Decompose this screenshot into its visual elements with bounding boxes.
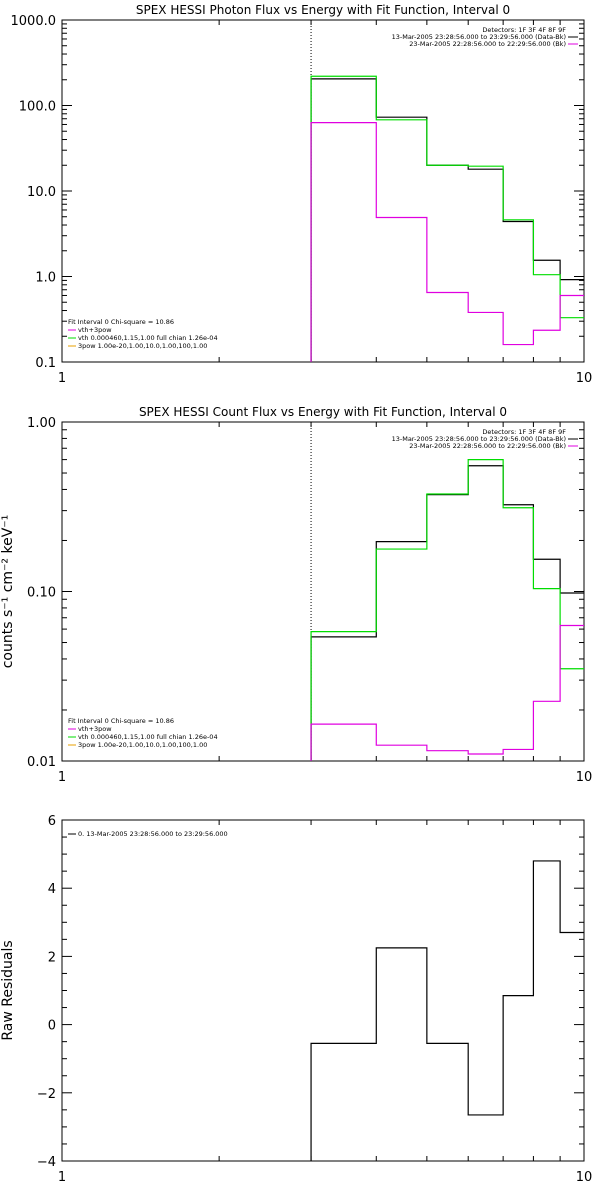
fit-legend-entry: 3pow 1.00e-20,1.00,10.0,1.00,100,1.00	[78, 741, 207, 749]
fit-legend-entry: vth 0.000460,1.15,1.00 full chian 1.26e-…	[78, 334, 218, 342]
y-tick-label: 100.0	[19, 100, 56, 115]
chart-title: SPEX HESSI Count Flux vs Energy with Fit…	[139, 405, 507, 419]
y-tick-label: −2	[37, 1087, 56, 1102]
fit-legend-entry: Fit Interval 0 Chi-square = 10.86	[68, 717, 174, 725]
x-tick-label: 10	[576, 371, 593, 386]
series-data	[310, 78, 584, 362]
x-tick-label: 10	[576, 1170, 593, 1185]
chart-panel-2: SPEX HESSI Count Flux vs Energy with Fit…	[0, 405, 592, 785]
info-line: 23-Mar-2005 22:28:56.000 to 22:29:56.000…	[409, 40, 566, 48]
y-tick-label: 2	[48, 950, 56, 965]
y-axis-label: Raw Residuals	[0, 940, 16, 1040]
info-line: 13-Mar-2005 23:28:56.000 to 23:29:56.000…	[392, 435, 566, 443]
series-vth-3pow	[310, 75, 584, 362]
y-tick-label: 0.01	[27, 755, 56, 770]
series-data	[310, 465, 584, 761]
fit-legend-entry: vth+3pow	[78, 326, 112, 334]
y-tick-label: 10.0	[27, 185, 56, 200]
plot-frame	[61, 819, 585, 1162]
x-tick-label: 1	[58, 770, 66, 785]
x-tick-label: 1	[58, 1170, 66, 1185]
series-residuals	[310, 860, 584, 1161]
series-bk	[310, 122, 584, 362]
info-line: 13-Mar-2005 23:28:56.000 to 23:29:56.000…	[392, 33, 566, 41]
plot-frame	[61, 19, 585, 363]
plot-frame	[61, 421, 585, 762]
y-tick-label: −4	[37, 1155, 56, 1170]
y-tick-label: 0.1	[35, 356, 56, 371]
y-tick-label: 6	[48, 814, 56, 829]
chart-panel-1: SPEX HESSI Photon Flux vs Energy with Fi…	[11, 3, 593, 386]
y-tick-label: 0.10	[27, 586, 56, 601]
info-line: Detectors: 1F 3F 4F 8F 9F	[482, 26, 566, 34]
chart-title: SPEX HESSI Photon Flux vs Energy with Fi…	[136, 3, 510, 17]
x-tick-label: 10	[576, 770, 593, 785]
y-tick-label: 1.0	[35, 271, 56, 286]
fit-legend-entry: 3pow 1.00e-20,1.00,10.0,1.00,100,1.00	[78, 342, 207, 350]
info-line: Detectors: 1F 3F 4F 8F 9F	[482, 428, 566, 436]
fit-legend-entry: vth+3pow	[78, 725, 112, 733]
info-line: 23-Mar-2005 22:28:56.000 to 22:29:56.000…	[409, 442, 566, 450]
y-tick-label: 0	[48, 1019, 56, 1034]
y-axis-label: counts s⁻¹ cm⁻² keV⁻¹	[0, 515, 16, 669]
x-tick-label: 1	[58, 371, 66, 386]
series-vth-3pow	[310, 459, 584, 761]
y-tick-label: 4	[48, 882, 56, 897]
residual-legend-entry: 0. 13-Mar-2005 23:28:56.000 to 23:29:56.…	[78, 830, 228, 838]
fit-legend-entry: vth 0.000460,1.15,1.00 full chian 1.26e-…	[78, 733, 218, 741]
series-bk	[310, 624, 584, 761]
fit-legend-entry: Fit Interval 0 Chi-square = 10.86	[68, 318, 174, 326]
y-tick-label: 1.00	[27, 416, 56, 431]
y-tick-label: 1000.0	[11, 14, 57, 29]
chart-panel-3: 1 10 −4 −2 0 2 4 6 Raw Residuals 0. 13-Mar-2005 2…	[0, 814, 592, 1185]
